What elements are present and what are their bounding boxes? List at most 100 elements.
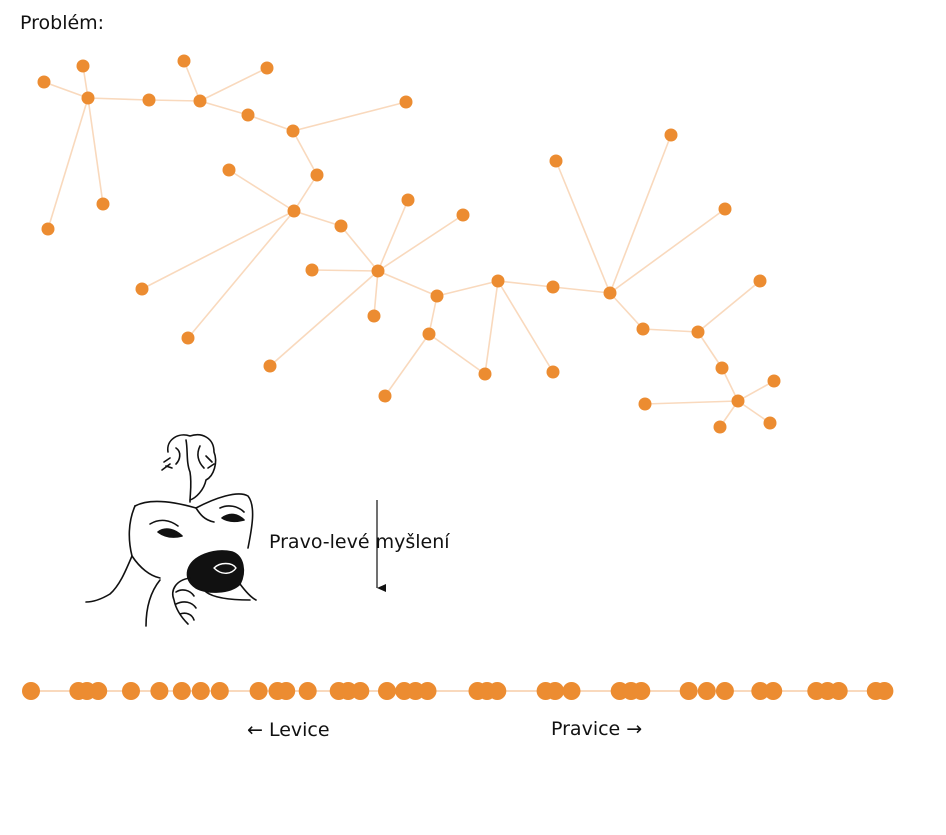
caption-text: Pravo-levé myšlení [269,531,450,553]
graph-node [546,365,560,379]
axis-dot [172,682,191,700]
graph-edge [293,210,342,227]
graph-node [177,54,191,68]
graph-node [305,263,319,277]
graph-edge [609,208,726,294]
graph-node [491,274,505,288]
graph-node [222,163,236,177]
right-label: Pravice → [551,718,643,740]
graph-node [456,208,470,222]
graph-edge [292,130,318,176]
graph-node [691,325,705,339]
graph-node [715,361,729,375]
axis-dot [122,682,140,700]
graph-edge [609,134,672,294]
graph-edge [642,328,699,333]
graph-edge [141,210,295,290]
graph-node [96,197,110,211]
graph-node [399,95,413,109]
graph-node [286,124,300,138]
graph-node [731,394,745,408]
graph-edge [87,97,104,205]
graph-node [81,91,95,105]
graph-edge [737,380,775,402]
graph-edge [428,333,486,375]
graph-edge [47,97,89,230]
graph-node [718,202,732,216]
axis-dot [751,682,770,700]
graph-edge [340,225,379,272]
graph-edge [697,331,723,369]
graph-edge [484,280,499,375]
graph-node [260,61,274,75]
graph-edge [377,270,438,297]
axis-dot [277,682,296,700]
graph-node [664,128,678,142]
graph-edge [87,97,150,101]
axis-dot [378,682,396,700]
graph-edge [373,270,379,317]
graph-node [763,416,777,430]
graph-edge [377,214,464,272]
axis-dot [829,682,848,700]
graph-edge [292,101,407,132]
graph-node [135,282,149,296]
graph-edge [697,280,761,333]
graph-node [37,75,51,89]
graph-node [549,154,563,168]
graph-node [767,374,781,388]
axis-dot [351,682,370,700]
graph-node [76,59,90,73]
axis-dot [418,682,437,700]
graph-node [378,389,392,403]
graph-edge [228,169,295,212]
graph-edge [497,280,554,373]
axis-dot [679,682,698,700]
graph-edge [384,333,430,397]
axis-dot [697,682,716,700]
graph-edge [269,270,379,367]
axis-dot [488,682,507,700]
graph-node [713,420,727,434]
axis-dot [210,682,229,700]
left-label: ← Levice [247,719,330,741]
axis-dot [249,682,268,700]
wojak-drinking-figure [85,434,257,627]
graph-node [41,222,55,236]
graph-node [603,286,617,300]
axis-dot [298,682,317,700]
graph-edge [436,280,499,297]
graph-edge [311,269,379,272]
graph-node [478,367,492,381]
axis-dot [546,682,565,700]
graph-edge [497,280,554,288]
graph-node [546,280,560,294]
graph-node [753,274,767,288]
graph-edge [247,114,294,132]
graph-node [287,204,301,218]
graph-edge [187,210,295,339]
axis-dot [22,682,40,700]
graph-edge [552,286,611,294]
axis-dot [764,682,783,700]
axis-dot [89,682,108,700]
axis-dot [875,682,894,700]
axis-dots [22,682,894,700]
graph-node [241,108,255,122]
graph-node [430,289,444,303]
graph-node [334,219,348,233]
graph-node [193,94,207,108]
problem-title: Problém: [20,12,105,34]
graph-node [181,331,195,345]
axis-dot [150,682,169,700]
axis-dot [562,682,581,700]
graph-node [371,264,385,278]
graph-node [367,309,381,323]
graph-node [142,93,156,107]
axis-dot [191,682,210,700]
graph-node [401,193,415,207]
graph-edge [43,81,89,99]
graph-node [638,397,652,411]
axis-dot [632,682,651,700]
